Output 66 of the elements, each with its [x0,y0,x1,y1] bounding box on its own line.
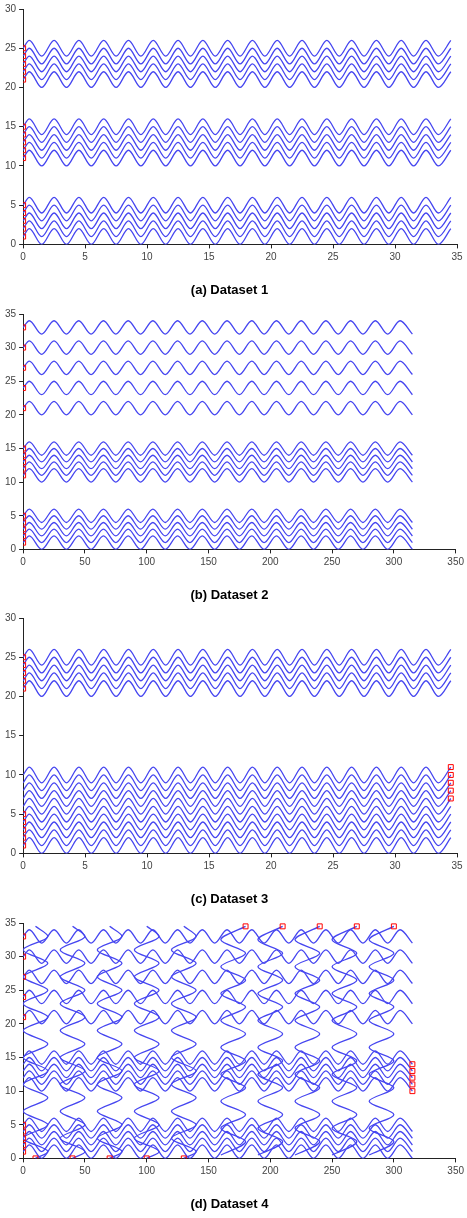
x-tick-label: 35 [451,860,463,872]
y-tick-label: 20 [5,690,17,702]
x-tick-label: 350 [447,1164,465,1176]
y-tick-label: 30 [5,340,17,352]
x-tick-label: 25 [327,860,340,872]
text: (a) Dataset 1 [190,281,269,297]
y-tick-label: 25 [5,41,17,53]
x-tick-label: 0 [20,251,27,263]
x-tick-label: 300 [385,555,403,567]
text: (d) Dataset 4 [190,1195,270,1211]
x-tick-label: 350 [447,555,465,567]
y-tick-label: 0 [10,542,17,554]
y-tick-label: 15 [5,441,17,453]
x-tick-label: 200 [261,1164,280,1176]
x-tick-label: 0 [20,1164,27,1176]
x-tick-label: 250 [323,555,341,567]
y-tick-label: 30 [5,949,17,961]
x-tick-label: 150 [200,555,218,567]
x-tick-label: 0 [20,860,27,872]
y-tick-label: 30 [5,2,17,14]
y-tick-label: 25 [5,983,17,995]
y-tick-label: 15 [5,120,17,132]
y-tick-label: 10 [5,475,17,487]
y-tick-label: 20 [5,408,17,420]
text: (c) Dataset 3 [190,890,269,906]
y-tick-label: 10 [5,159,17,171]
y-tick-label: 15 [5,729,17,741]
x-tick-label: 35 [451,251,463,263]
y-tick-label: 10 [5,768,17,780]
x-tick-label: 200 [261,555,280,567]
y-tick-label: 5 [10,807,17,819]
y-tick-label: 10 [5,1084,17,1096]
x-tick-label: 20 [265,860,278,872]
y-tick-label: 20 [5,81,17,93]
y-tick-label: 5 [10,1118,17,1130]
y-tick-label: 5 [10,198,17,210]
x-tick-label: 100 [138,555,156,567]
x-tick-label: 0 [20,555,27,567]
y-tick-label: 25 [5,650,17,662]
x-tick-label: 20 [265,251,278,263]
y-tick-label: 35 [5,307,17,319]
x-tick-label: 250 [323,1164,341,1176]
y-tick-label: 0 [10,1151,17,1163]
y-tick-label: 35 [5,916,17,928]
x-tick-label: 150 [200,1164,218,1176]
x-tick-label: 100 [138,1164,156,1176]
y-tick-label: 15 [5,1050,17,1062]
y-tick-label: 5 [10,509,17,521]
x-tick-label: 15 [203,251,216,263]
x-tick-label: 10 [141,251,154,263]
y-tick-label: 30 [5,611,17,623]
y-tick-label: 25 [5,374,17,386]
x-tick-label: 5 [82,860,89,872]
y-tick-label: 0 [10,847,17,859]
x-tick-label: 10 [141,860,154,872]
x-tick-label: 15 [203,860,216,872]
x-tick-label: 5 [82,251,89,263]
text: (b) Dataset 2 [190,586,269,602]
x-tick-label: 50 [79,555,91,567]
y-tick-label: 20 [5,1017,17,1029]
x-tick-label: 30 [389,860,402,872]
y-tick-label: 0 [10,238,17,250]
x-tick-label: 300 [385,1164,403,1176]
x-tick-label: 50 [79,1164,91,1176]
x-tick-label: 25 [327,251,340,263]
x-tick-label: 30 [389,251,402,263]
